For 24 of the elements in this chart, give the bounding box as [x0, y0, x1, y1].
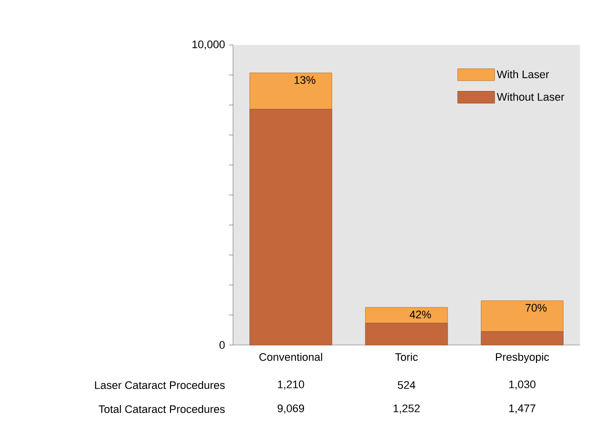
data-label: 524 — [398, 381, 416, 389]
bar — [480, 300, 564, 332]
bar — [480, 331, 564, 346]
annotation: 70% — [526, 304, 547, 312]
text: 1,252 — [394, 404, 420, 414]
annotation: 13% — [294, 76, 316, 84]
text: Total Cataract Procedures — [98, 404, 225, 414]
legend-label: With Laser — [496, 70, 549, 78]
data-label: 1,030 — [509, 380, 536, 390]
annotation: 42% — [410, 310, 431, 318]
text: 9,069 — [278, 404, 304, 414]
bar — [250, 108, 332, 346]
legend-label: Without Laser — [496, 92, 564, 101]
y-tick-label: 0 — [219, 341, 225, 349]
data-label: 1,210 — [278, 380, 304, 390]
x-tick-label: Toric — [395, 352, 418, 361]
text: Laser Cataract Procedures — [95, 380, 225, 390]
bar — [365, 322, 448, 346]
text: 1,477 — [509, 404, 536, 414]
bar — [365, 307, 448, 324]
x-tick-label: Presbyopic — [496, 352, 549, 364]
x-tick-label: Conventional — [259, 352, 322, 361]
bar — [250, 72, 332, 110]
y-tick-label: 10,000 — [192, 40, 225, 50]
